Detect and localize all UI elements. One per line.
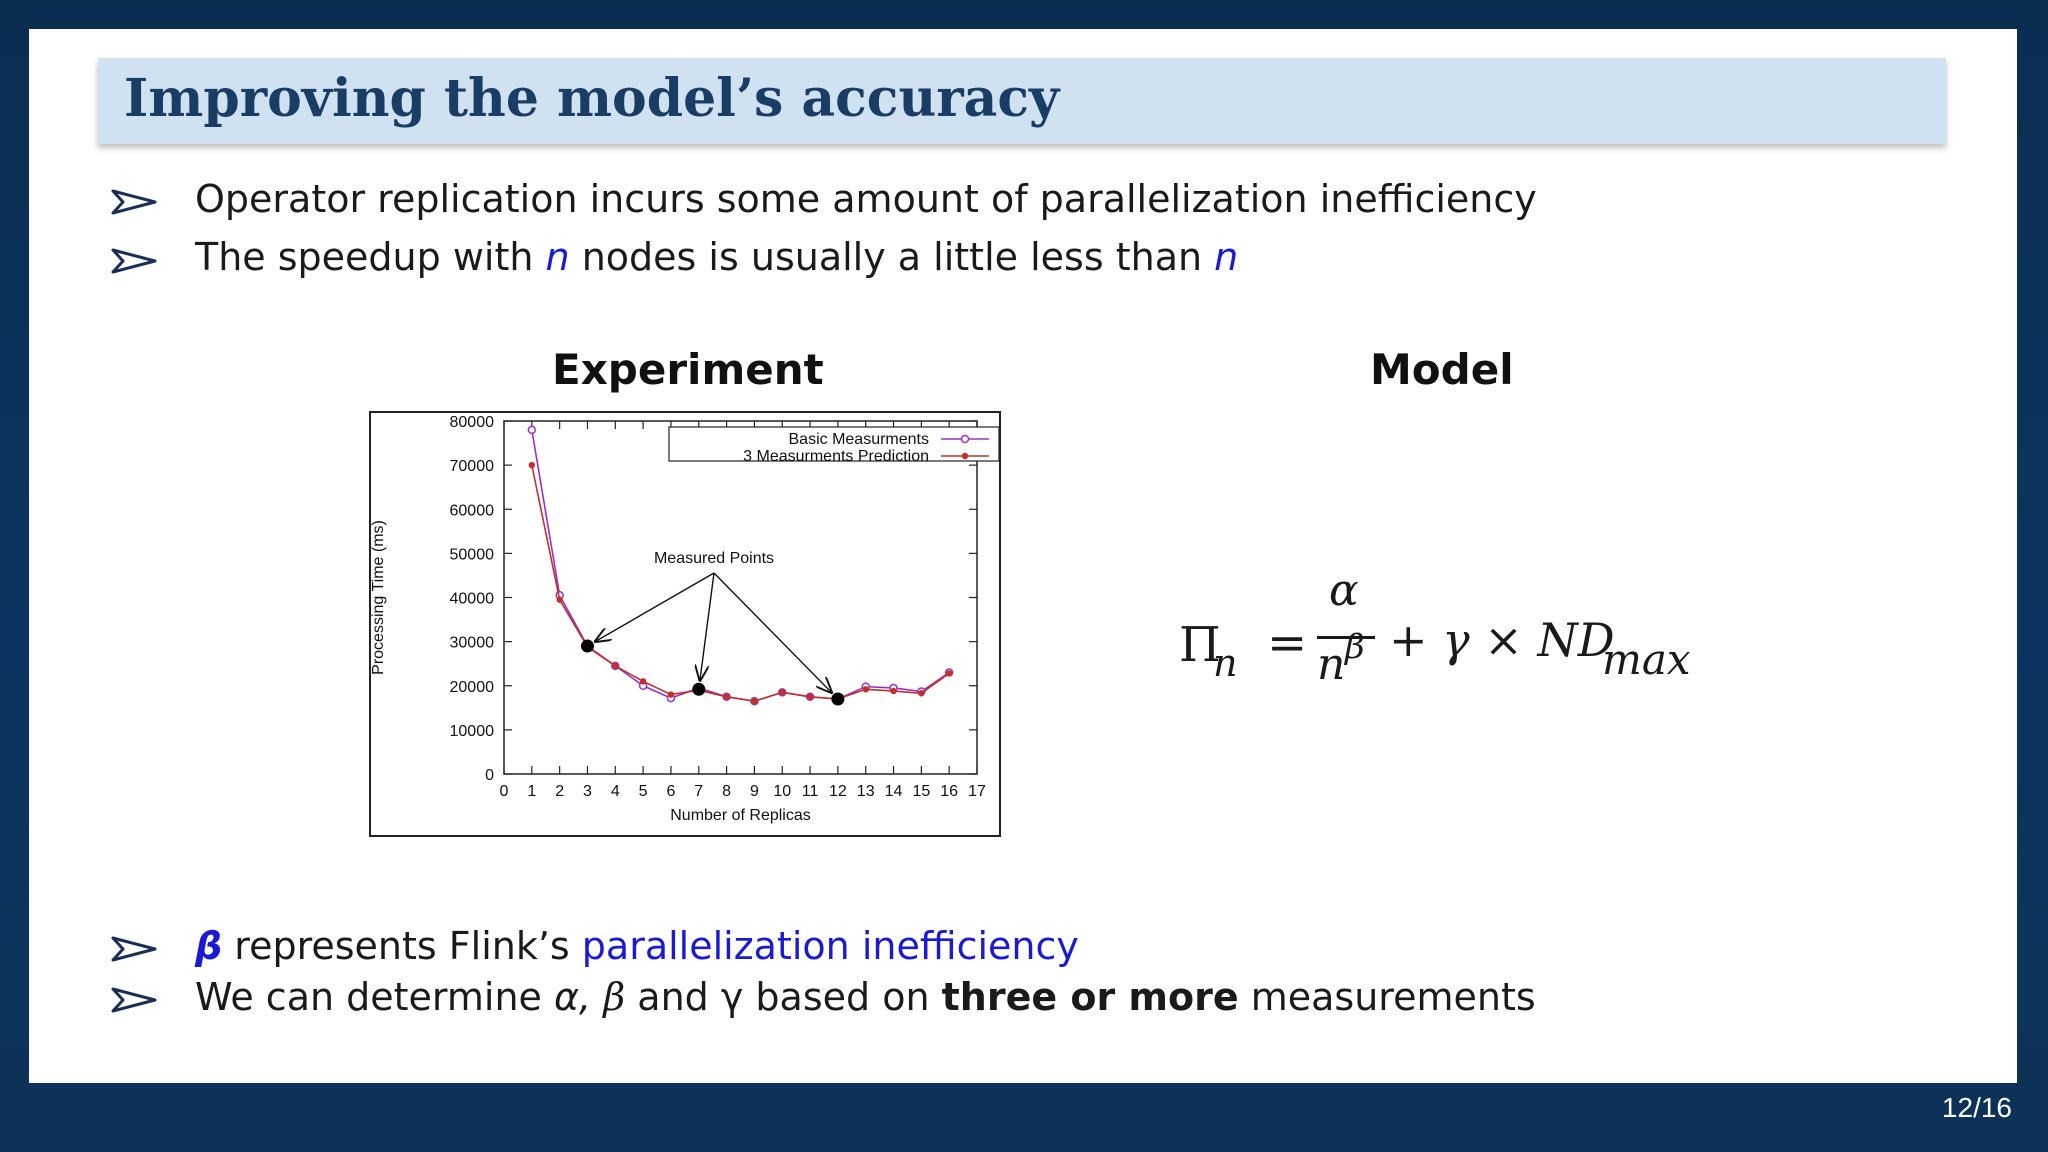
series-line <box>531 464 950 703</box>
bullet-text: Operator replication incurs some amount … <box>195 177 1537 221</box>
x-tick-label: 8 <box>722 783 731 800</box>
x-tick-label: 16 <box>940 783 958 800</box>
x-tick-label: 14 <box>885 783 903 800</box>
y-tick-label: 0 <box>485 767 494 784</box>
formula-pi-subscript: n <box>1213 641 1238 685</box>
annotation-arrow <box>713 572 832 693</box>
formula-denominator: n <box>1317 639 1346 690</box>
legend-marker <box>960 434 970 444</box>
x-tick-label: 10 <box>773 783 791 800</box>
formula-rest-subscript: max <box>1602 635 1691 684</box>
annotation-arrow <box>595 572 715 642</box>
formula-rest: + γ × ND <box>1389 613 1615 667</box>
x-tick-label: 2 <box>555 783 564 800</box>
bullet-arrow-icon <box>111 248 157 274</box>
title-bar: Improving the model’s accuracy <box>98 58 1946 144</box>
x-tick-label: 5 <box>639 783 648 800</box>
chart-frame <box>369 411 1001 837</box>
x-tick-label: 4 <box>611 783 620 800</box>
bold-phrase: three or more <box>941 975 1239 1019</box>
bullet-segment: We can determine <box>195 975 554 1019</box>
y-tick-label: 60000 <box>450 502 495 519</box>
annotation-arrow <box>700 572 715 680</box>
x-tick-label: 3 <box>583 783 592 800</box>
bullet-text: The speedup with n nodes is usually a li… <box>195 235 1238 279</box>
x-tick-label: 17 <box>968 783 986 800</box>
measured-point <box>580 639 594 653</box>
legend-label: 3 Measurments Prediction <box>743 448 929 465</box>
page-number: 12/16 <box>1941 1092 2012 1123</box>
data-point <box>806 693 814 700</box>
bullet-text: β represents Flink’s parallelization ine… <box>195 924 1079 968</box>
bullet-arrow-icon <box>111 987 157 1013</box>
bullet-segment: and γ based on <box>625 975 942 1019</box>
y-tick-label: 70000 <box>450 458 495 475</box>
y-tick-label: 30000 <box>450 635 495 652</box>
x-tick-label: 13 <box>857 783 875 800</box>
fraction-bar <box>1317 636 1375 639</box>
x-tick-label: 0 <box>500 783 509 800</box>
x-axis-label: Number of Replicas <box>670 807 811 824</box>
model-heading: Model <box>1370 345 1514 394</box>
data-point <box>751 697 758 705</box>
y-tick-label: 80000 <box>450 414 495 431</box>
measured-point <box>692 682 706 696</box>
x-tick-label: 11 <box>802 783 819 800</box>
y-tick-label: 40000 <box>450 591 495 608</box>
data-point <box>890 687 897 695</box>
x-tick-label: 9 <box>750 783 759 800</box>
data-point <box>667 691 675 698</box>
bullet-arrow-icon <box>111 189 157 215</box>
bullet-text: We can determine α, β and γ based on thr… <box>195 975 1536 1019</box>
formula-numerator: α <box>1329 565 1359 616</box>
data-point <box>527 425 537 435</box>
y-tick-label: 50000 <box>450 546 495 563</box>
variable-beta: β <box>195 924 223 968</box>
formula-denominator-exponent: β <box>1345 627 1365 667</box>
slide-title: Improving the model’s accuracy <box>124 68 1060 129</box>
bullet-segment: represents Flink’s <box>222 924 582 968</box>
formula-equals: = <box>1267 615 1308 671</box>
model-formula: Π n = α n β + γ × ND max <box>1179 565 1739 729</box>
variable-beta: β <box>591 975 626 1019</box>
y-tick-label: 20000 <box>450 679 495 696</box>
variable-alpha: α, <box>554 975 592 1019</box>
data-point <box>779 689 786 696</box>
highlight-phrase: parallelization inefficiency <box>581 924 1079 968</box>
formula-pi: Π <box>1179 617 1221 673</box>
data-point <box>918 690 925 697</box>
x-tick-label: 6 <box>666 783 675 800</box>
measured-point <box>831 692 845 706</box>
annotation-label: Measured Points <box>654 550 774 567</box>
legend-label: Basic Measurments <box>789 431 930 448</box>
data-point <box>723 693 730 700</box>
data-point <box>945 670 953 677</box>
processing-time-chart: 0 10000 20000 30000 40000 50000 60000 70000 8000… <box>369 411 1001 837</box>
data-point <box>639 678 647 685</box>
bullet-arrow-icon <box>111 936 157 962</box>
x-tick-label: 1 <box>527 783 536 800</box>
bullet-segment: measurements <box>1238 975 1536 1019</box>
experiment-heading: Experiment <box>552 345 824 394</box>
x-tick-label: 7 <box>694 783 703 800</box>
data-point <box>556 596 563 603</box>
bullet-segment: The speedup with <box>195 235 546 279</box>
data-point <box>612 662 619 670</box>
bullet-segment: nodes is usually a little less than <box>569 235 1215 279</box>
legend-marker <box>961 452 969 460</box>
x-tick-label: 15 <box>912 783 930 800</box>
variable-n: n <box>1214 235 1239 279</box>
variable-n: n <box>545 235 570 279</box>
y-axis-label: Processing Time (ms) <box>370 520 387 675</box>
data-point <box>862 686 869 693</box>
y-tick-label: 10000 <box>450 723 495 740</box>
data-point <box>528 461 536 469</box>
x-tick-label: 12 <box>829 783 847 800</box>
slide: Improving the model’s accuracy Operator … <box>29 29 2017 1083</box>
